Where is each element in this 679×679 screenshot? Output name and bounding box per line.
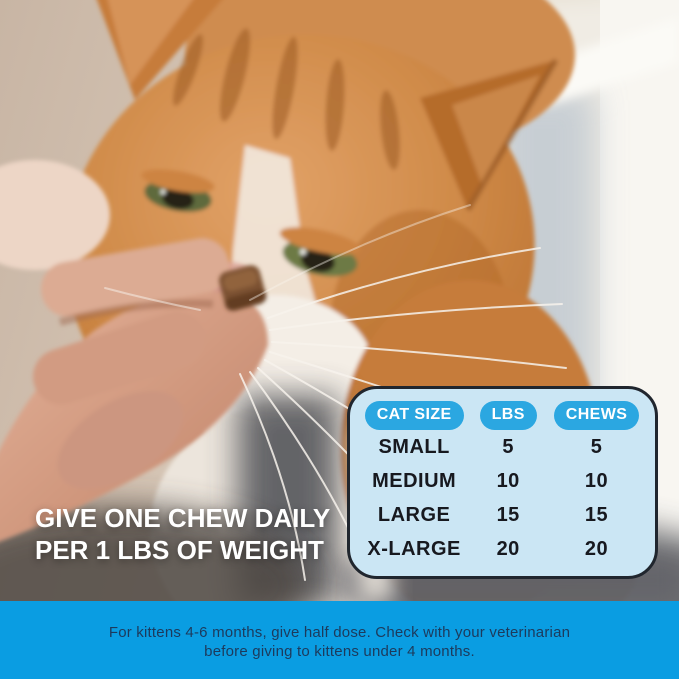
hand [0, 160, 268, 542]
chews-value: 10 [584, 469, 609, 492]
index-finger [41, 238, 230, 317]
column-header-lbs: LBS [479, 401, 537, 430]
cat-left-eye [141, 169, 215, 212]
cat-size-value: SMALL [378, 435, 450, 458]
chews-value: 20 [584, 537, 609, 560]
lbs-value: 5 [502, 435, 514, 458]
dosage-table-panel: CAT SIZE LBS CHEWS SMALL 5 5 MEDIUM 10 1… [347, 386, 658, 579]
cat-size-value: LARGE [377, 503, 451, 526]
table-row: MEDIUM 10 10 [360, 464, 645, 498]
thumb [57, 390, 183, 490]
footer-note-line-2: before giving to kittens under 4 months. [204, 643, 475, 660]
lbs-value: 20 [496, 537, 520, 560]
chew-treat [219, 265, 267, 311]
dosage-headline: GIVE ONE CHEW DAILY PER 1 LBS OF WEIGHT [35, 502, 330, 566]
footer-note-bar: For kittens 4-6 months, give half dose. … [0, 601, 679, 679]
column-header-cat-size: CAT SIZE [364, 401, 464, 430]
lbs-value: 15 [496, 503, 520, 526]
headline-line-1: GIVE ONE CHEW DAILY [35, 503, 331, 533]
column-header-chews: CHEWS [553, 401, 640, 430]
chews-value: 15 [584, 503, 609, 526]
dosage-table-header: CAT SIZE LBS CHEWS [360, 401, 645, 430]
chews-value: 5 [590, 435, 603, 458]
lbs-value: 10 [496, 469, 520, 492]
headline-line-2: PER 1 LBS OF WEIGHT [35, 535, 324, 565]
table-row: X-LARGE 20 20 [360, 532, 645, 566]
table-row: LARGE 15 15 [360, 498, 645, 532]
footer-note-line-1: For kittens 4-6 months, give half dose. … [108, 624, 571, 641]
cat-right-eye [279, 227, 361, 277]
cat-size-value: MEDIUM [372, 469, 457, 492]
cat-size-value: X-LARGE [367, 537, 461, 560]
table-row: SMALL 5 5 [360, 430, 645, 464]
middle-finger [32, 311, 206, 405]
tabby-stripes [172, 28, 400, 170]
